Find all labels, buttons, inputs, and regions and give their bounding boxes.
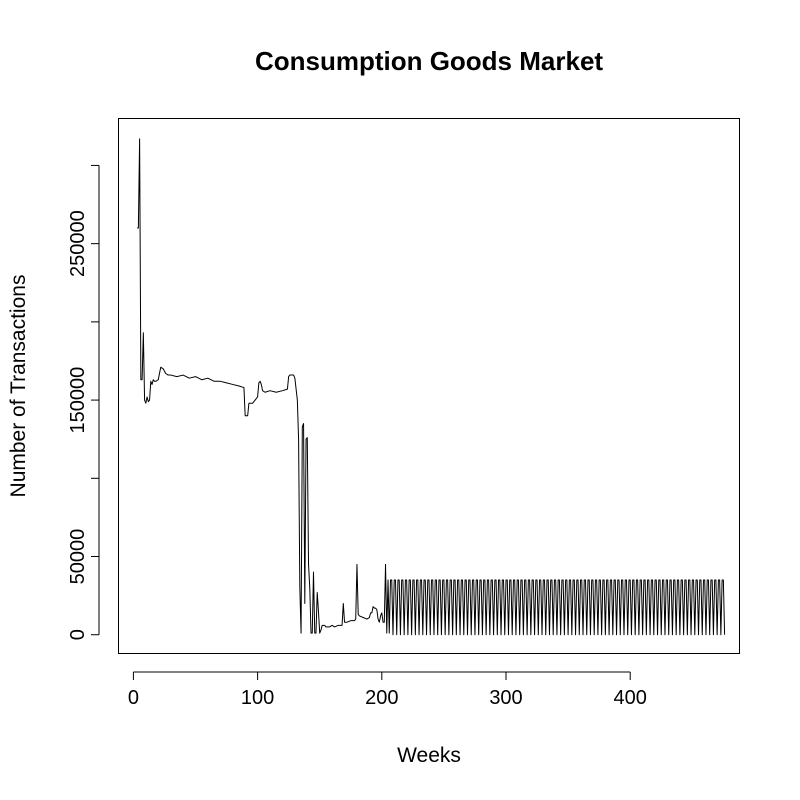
x-axis: 0 100 200 300 400 (128, 671, 647, 709)
x-tick-label: 300 (489, 687, 522, 709)
plot-area (137, 138, 726, 636)
x-tick-label: 200 (365, 687, 398, 709)
series-line (137, 138, 726, 636)
y-axis-label: Number of Transactions (7, 275, 30, 498)
x-axis-label: Weeks (397, 744, 461, 767)
plot-frame (118, 118, 740, 654)
x-tick-label: 0 (128, 687, 139, 709)
y-tick-label: 150000 (67, 367, 89, 434)
y-tick-label: 250000 (67, 210, 89, 277)
y-tick-label: 0 (67, 629, 89, 640)
chart-title: Consumption Goods Market (255, 46, 603, 76)
x-tick-label: 100 (241, 687, 274, 709)
y-axis: 0 50000 150000 250000 (67, 164, 100, 640)
x-tick-label: 400 (614, 687, 647, 709)
y-tick-label: 50000 (67, 529, 89, 585)
